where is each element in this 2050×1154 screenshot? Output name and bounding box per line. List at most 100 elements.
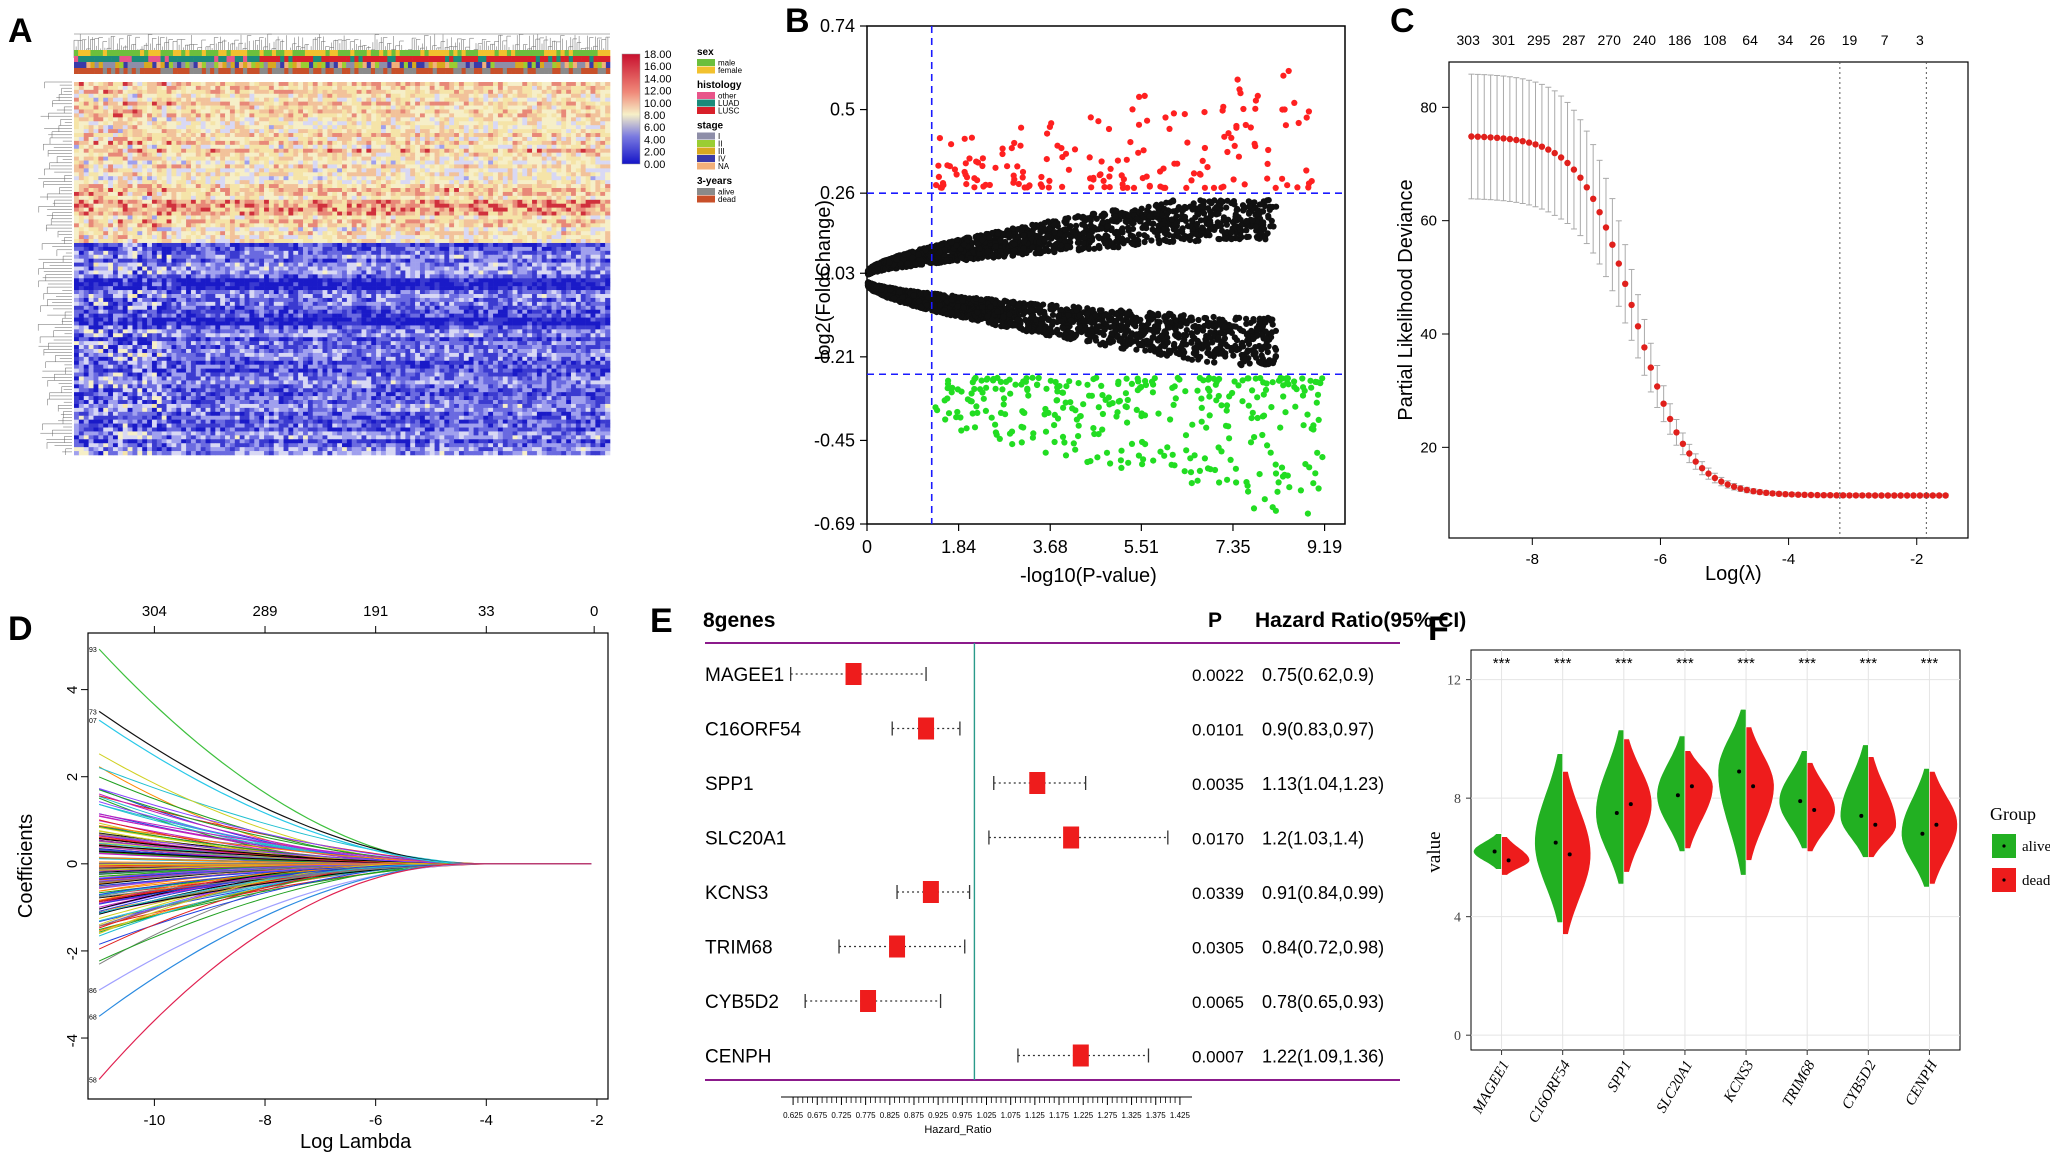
heatmap-cell [249, 109, 255, 114]
heatmap-cell [434, 164, 440, 169]
heatmap-cell [590, 164, 596, 169]
heatmap-cell [298, 223, 304, 228]
heatmap-cell [229, 168, 236, 173]
heatmap-cell [122, 133, 128, 138]
heatmap-cell [454, 219, 460, 224]
heatmap-cell [161, 148, 167, 153]
heatmap-cell [497, 164, 504, 169]
heatmap-cell [502, 168, 508, 173]
heatmap-cell [444, 203, 450, 208]
heatmap-cell [351, 207, 357, 212]
heatmap-cell [171, 113, 177, 118]
heatmap-cell [181, 168, 187, 173]
heatmap-cell [371, 219, 377, 224]
heatmap-cell [83, 164, 89, 169]
heatmap-cell [307, 144, 314, 150]
heatmap-cell [181, 180, 187, 185]
heatmap-cell [151, 133, 158, 138]
heatmap-cell [156, 101, 163, 106]
heatmap-cell [463, 109, 469, 114]
heatmap-cell [210, 215, 216, 220]
heatmap-cell [361, 199, 367, 205]
heatmap-cell [541, 121, 547, 126]
heatmap-cell [400, 93, 406, 99]
heatmap-cell [293, 239, 299, 244]
annotation-cell [358, 68, 363, 74]
heatmap-cell [210, 199, 216, 205]
heatmap-cell [458, 199, 465, 205]
heatmap-cell [190, 133, 197, 138]
heatmap-cell [419, 129, 426, 134]
heatmap-cell [117, 188, 124, 193]
annotation-cell [106, 56, 112, 62]
annotation-cell [473, 56, 479, 62]
heatmap-cell [200, 160, 206, 165]
heatmap-cell [234, 105, 240, 110]
heatmap-cell [78, 219, 85, 224]
annotation-cell [263, 62, 269, 68]
heatmap-cell [181, 133, 187, 138]
heatmap-cell [288, 160, 294, 165]
heatmap-cell [132, 180, 138, 185]
heatmap-cell [439, 199, 445, 205]
heatmap-cell [186, 219, 192, 224]
heatmap-cell [283, 136, 289, 142]
heatmap-cell [254, 235, 260, 240]
heatmap-cell [303, 93, 309, 99]
heatmap-cell [181, 195, 187, 201]
heatmap-cell [600, 211, 606, 216]
heatmap-cell [454, 85, 460, 91]
heatmap-cell [166, 160, 172, 165]
heatmap-cell [278, 223, 284, 228]
heatmap-cell [449, 129, 455, 134]
heatmap-cell [171, 231, 177, 236]
annotation-cell [214, 68, 219, 74]
heatmap-cell [502, 199, 508, 205]
heatmap-cell [307, 215, 314, 220]
annotation-cell [115, 56, 120, 62]
heatmap-cell [132, 188, 138, 193]
annotation-cell [321, 62, 326, 68]
heatmap-cell [112, 164, 119, 169]
heatmap-cell [342, 148, 348, 153]
heatmap-cell [83, 148, 89, 153]
heatmap-cell [234, 156, 240, 161]
heatmap-cell [151, 203, 158, 208]
heatmap-cell [410, 227, 416, 232]
heatmap-cell [298, 239, 304, 244]
heatmap-cell [259, 160, 265, 165]
heatmap-cell [264, 219, 270, 224]
heatmap-cell [415, 231, 421, 236]
heatmap-cell [580, 160, 586, 165]
heatmap-cell [454, 152, 460, 157]
heatmap-cell [93, 156, 99, 161]
heatmap-cell [575, 231, 582, 236]
heatmap-cell [478, 231, 484, 236]
heatmap-cell [556, 85, 562, 91]
heatmap-cell [83, 223, 89, 228]
heatmap-cell [166, 191, 172, 197]
heatmap-cell [151, 164, 158, 169]
heatmap-cell [380, 148, 387, 153]
heatmap-cell [156, 168, 163, 173]
heatmap-cell [88, 199, 94, 205]
annotation-cell [403, 50, 409, 56]
annotation-cell [362, 62, 368, 68]
heatmap-cell [561, 160, 567, 165]
annotation-cell [276, 68, 281, 74]
annotation-cell [374, 68, 380, 74]
heatmap-cell [541, 168, 547, 173]
annotation-cell [531, 56, 537, 62]
heatmap-cell [283, 207, 289, 212]
heatmap-cell [147, 168, 153, 173]
annotation-cell [366, 56, 372, 62]
heatmap-cell [215, 152, 221, 157]
heatmap-cell [595, 109, 601, 114]
heatmap-cell [590, 231, 596, 236]
heatmap-cell [595, 160, 601, 165]
heatmap-cell [434, 203, 440, 208]
heatmap-cell [288, 109, 294, 114]
heatmap-cell [220, 239, 226, 244]
heatmap-cell [93, 93, 99, 99]
heatmap-cell [439, 176, 445, 181]
